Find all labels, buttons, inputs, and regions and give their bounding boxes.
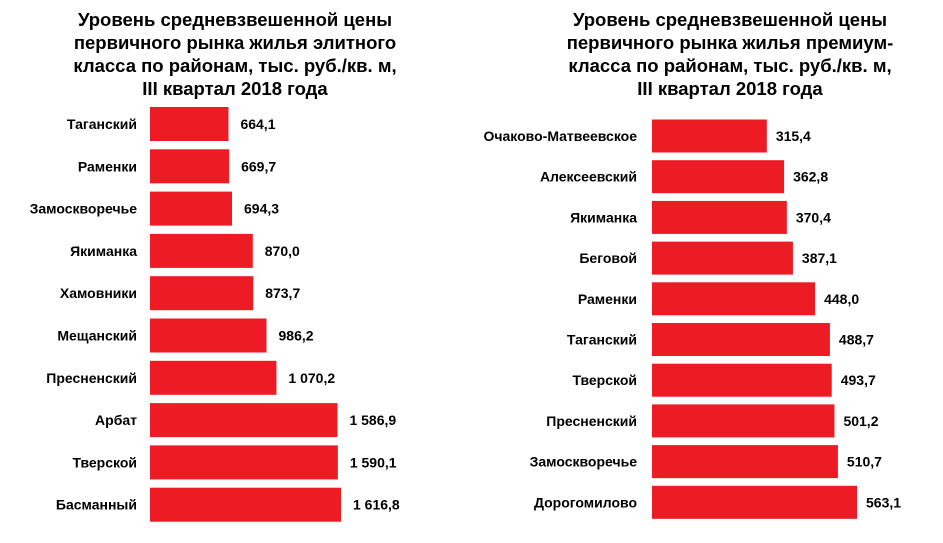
value-label: 1 590,1: [350, 454, 397, 470]
title-line: класса по районам, тыс. руб./кв. м,: [73, 55, 397, 76]
category-label: Тверской: [72, 454, 137, 470]
value-label: 870,0: [265, 243, 300, 259]
category-label: Якиманка: [70, 243, 137, 259]
category-label: Очаково-Матвеевское: [484, 128, 638, 144]
value-label: 669,7: [241, 158, 276, 174]
category-label: Дорогомилово: [534, 494, 637, 510]
value-label: 694,3: [244, 201, 279, 217]
bar: [150, 149, 230, 184]
category-label: Якиманка: [570, 209, 637, 225]
value-label: 664,1: [240, 116, 275, 132]
bar: [652, 119, 767, 153]
category-label: Замоскворечье: [530, 454, 638, 470]
value-label: 370,4: [796, 209, 831, 225]
title-line: Уровень средневзвешенной цены: [77, 9, 393, 30]
title-line: III квартал 2018 года: [142, 78, 328, 99]
category-label: Беговой: [579, 250, 637, 266]
bar: [150, 403, 338, 438]
elite-class-chart: Уровень средневзвешенной цены первичного…: [0, 0, 470, 543]
bar: [652, 363, 832, 397]
bar: [652, 241, 793, 275]
bar: [150, 276, 254, 311]
bar: [150, 487, 341, 522]
title-line: первичного рынка жилья премиум-: [566, 32, 894, 53]
category-label: Хамовники: [60, 285, 137, 301]
title-line: III квартал 2018 года: [637, 78, 823, 99]
category-label: Басманный: [56, 497, 137, 513]
bar: [652, 404, 835, 438]
title-line: класса по районам, тыс. руб./кв. м,: [568, 55, 892, 76]
bar-plot: Очаково-Матвеевское 315,4 Алексеевский 362,…: [484, 119, 901, 519]
category-label: Раменки: [78, 158, 137, 174]
value-label: 362,8: [793, 169, 828, 185]
category-label: Алексеевский: [540, 169, 637, 185]
category-label: Таганский: [567, 332, 637, 348]
bar: [652, 282, 816, 316]
chart-title: Уровень средневзвешенной цены первичного…: [530, 8, 930, 100]
bar: [652, 445, 838, 479]
value-label: 448,0: [824, 291, 859, 307]
bar: [150, 445, 338, 480]
value-label: 510,7: [847, 454, 882, 470]
bar: [652, 160, 785, 194]
value-label: 1 616,8: [353, 497, 400, 513]
chart-title: Уровень средневзвешенной цены первичного…: [0, 8, 470, 100]
bar: [150, 107, 229, 141]
bar: [150, 318, 267, 353]
value-label: 493,7: [841, 372, 876, 388]
value-label: 1 070,2: [288, 370, 335, 386]
bar: [150, 233, 253, 268]
category-label: Раменки: [578, 291, 637, 307]
value-label: 501,2: [843, 413, 878, 429]
category-label: Арбат: [95, 412, 137, 428]
category-label: Пресненский: [546, 413, 637, 429]
bar: [150, 191, 233, 226]
bar-plot: Таганский 664,1 Раменки 669,7 Замоскворечье 6…: [30, 107, 400, 522]
category-label: Пресненский: [46, 370, 137, 386]
bar: [652, 200, 787, 234]
premium-class-chart: Уровень средневзвешенной цены первичного…: [470, 0, 943, 543]
bar: [150, 360, 277, 395]
category-label: Тверской: [572, 372, 637, 388]
title-line: Уровень средневзвешенной цены: [572, 9, 888, 30]
value-label: 1 586,9: [349, 412, 396, 428]
value-label: 387,1: [802, 250, 837, 266]
bar: [652, 485, 857, 519]
value-label: 563,1: [866, 494, 901, 510]
title-line: первичного рынка жилья элитного: [73, 32, 397, 53]
category-label: Таганский: [67, 116, 137, 132]
value-label: 315,4: [776, 128, 811, 144]
value-label: 488,7: [839, 332, 874, 348]
bar: [652, 323, 830, 356]
value-label: 873,7: [265, 285, 300, 301]
category-label: Замоскворечье: [30, 201, 138, 217]
value-label: 986,2: [279, 328, 314, 344]
category-label: Мещанский: [57, 328, 137, 344]
